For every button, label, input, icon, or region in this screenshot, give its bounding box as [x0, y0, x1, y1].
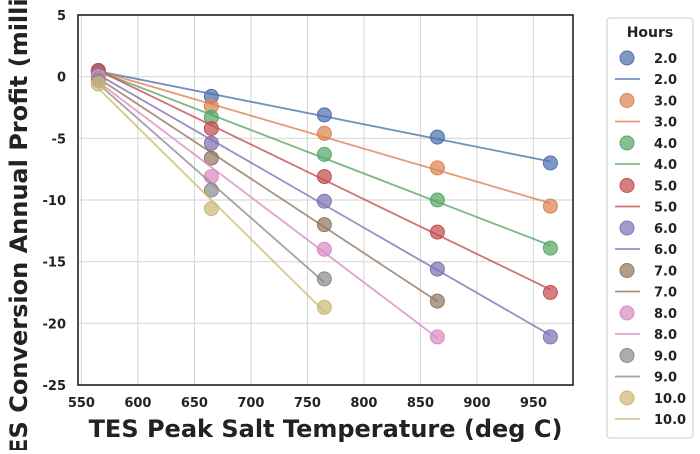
legend-label: 7.0 — [654, 265, 677, 280]
legend-label: 5.0 — [654, 180, 677, 195]
data-point — [542, 285, 558, 300]
data-point — [203, 135, 219, 151]
legend-label: 6.0 — [654, 243, 677, 258]
x-tick-label: 950 — [520, 396, 547, 411]
legend-label: 6.0 — [654, 222, 677, 237]
legend-label: 3.0 — [654, 116, 677, 131]
data-point — [429, 293, 445, 309]
series-8.0 — [90, 69, 445, 345]
data-point — [203, 169, 219, 185]
y-tick-label: -10 — [43, 194, 67, 209]
legend-marker — [619, 135, 635, 151]
legend-label: 8.0 — [654, 307, 677, 322]
legend-label: 4.0 — [654, 158, 677, 173]
data-point — [542, 155, 558, 171]
legend-marker — [619, 220, 635, 236]
data-point — [203, 182, 219, 198]
legend-items: 2.0 2.0 3.0 3.0 4.0 4.0 5.0 5.0 6.0 6.0 7.0 7.0 8.0 8… — [615, 50, 686, 428]
legend-label: 4.0 — [654, 137, 677, 152]
plot-series — [90, 63, 558, 345]
y-tick-label: 5 — [57, 9, 66, 24]
x-tick-label: 700 — [237, 396, 264, 411]
x-tick-labels: 550 600 650 700 750 800 850 900 950 — [68, 396, 547, 411]
legend-marker — [619, 263, 635, 278]
data-point — [316, 271, 332, 287]
legend-box — [606, 17, 694, 439]
data-point — [429, 160, 445, 176]
y-tick-label: -5 — [52, 132, 66, 147]
legend-label: 2.0 — [654, 73, 677, 88]
data-point — [429, 261, 445, 277]
data-point — [316, 169, 332, 185]
legend-label: 7.0 — [654, 286, 677, 301]
data-point — [542, 198, 558, 214]
legend-marker — [619, 348, 635, 363]
x-tick-label: 900 — [463, 396, 490, 411]
data-point — [542, 240, 558, 256]
fit-line — [97, 87, 326, 313]
y-tick-label: -25 — [43, 379, 67, 394]
data-point — [316, 107, 332, 123]
y-tick-labels: 5 0 -5 -10 -15 -20 -25 — [43, 9, 67, 394]
legend-marker — [619, 50, 635, 66]
legend-label: 8.0 — [654, 328, 677, 343]
data-point — [429, 224, 445, 240]
fit-line — [97, 77, 438, 303]
series-5.0 — [90, 63, 558, 300]
data-point — [542, 329, 558, 345]
y-tick-label: -20 — [43, 317, 67, 332]
x-tick-label: 600 — [124, 396, 151, 411]
legend: Hours 2.0 2.0 3.0 3.0 4.0 4.0 5.0 5.0 6.0 6.0 7.0 7… — [606, 17, 694, 439]
data-point — [316, 299, 332, 315]
data-point — [203, 120, 219, 136]
legend-marker — [619, 305, 635, 321]
x-axis-label: TES Peak Salt Temperature (deg C) — [89, 415, 563, 443]
legend-label: 9.0 — [654, 350, 677, 365]
data-point — [316, 193, 332, 209]
legend-label: 10.0 — [654, 413, 686, 428]
series-10.0 — [90, 76, 332, 315]
data-point — [429, 129, 445, 145]
legend-marker — [619, 178, 635, 193]
fit-line — [97, 81, 438, 339]
x-tick-label: 550 — [68, 396, 95, 411]
data-point — [429, 192, 445, 208]
legend-label: 10.0 — [654, 392, 686, 407]
plot-frame — [77, 14, 574, 386]
y-tick-label: -15 — [43, 256, 67, 271]
data-point — [316, 125, 332, 141]
data-point — [316, 241, 332, 257]
legend-label: 9.0 — [654, 371, 677, 386]
data-point — [203, 150, 219, 166]
data-point — [90, 76, 106, 92]
legend-marker — [619, 93, 635, 108]
legend-label: 5.0 — [654, 201, 677, 216]
legend-marker — [619, 390, 635, 406]
x-tick-label: 650 — [181, 396, 208, 411]
y-tick-label: 0 — [57, 71, 66, 86]
x-tick-label: 800 — [350, 396, 377, 411]
x-tick-label: 750 — [294, 396, 321, 411]
data-point — [316, 146, 332, 162]
legend-label: 2.0 — [654, 52, 677, 67]
x-tick-label: 850 — [407, 396, 434, 411]
series-7.0 — [90, 67, 445, 309]
data-point — [316, 217, 332, 233]
data-point — [203, 201, 219, 217]
y-axis-label: TES Conversion Annual Profit (million $) — [5, 0, 33, 450]
legend-title: Hours — [627, 25, 674, 41]
data-point — [429, 329, 445, 345]
legend-label: 3.0 — [654, 95, 677, 110]
